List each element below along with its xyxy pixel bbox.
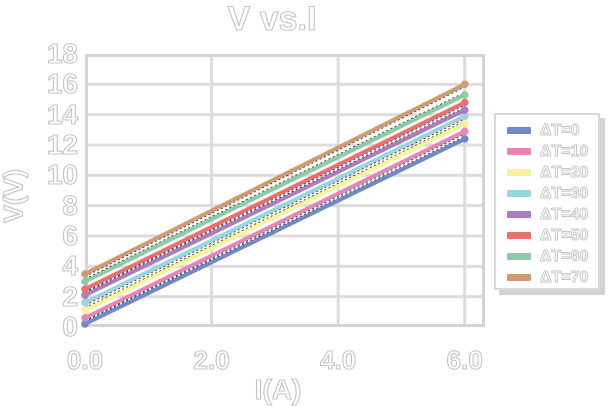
legend-label: ΔT=0: [540, 121, 580, 139]
series-marker: [460, 127, 469, 136]
legend-item: ΔT=50: [507, 225, 598, 246]
series-marker: [81, 270, 89, 278]
legend-label: ΔT=30: [540, 184, 589, 202]
series-line: [83, 136, 467, 326]
legend-color-swatch: [507, 253, 531, 260]
y-axis-label: V(V): [0, 168, 29, 223]
data-dotted-line: [84, 107, 466, 294]
data-dotted-line: [84, 86, 466, 277]
legend-item: ΔT=10: [507, 141, 598, 162]
data-dotted-line: [84, 120, 466, 309]
series-line: [83, 82, 467, 276]
legend: ΔT=0 ΔT=10 ΔT=20 ΔT=30 ΔT=40 ΔT=50 ΔT=60 ΔT=70: [494, 113, 600, 290]
series-marker: [460, 119, 469, 128]
series-marker: [81, 314, 89, 322]
legend-label: ΔT=40: [540, 205, 589, 223]
series-line: [83, 108, 467, 298]
series-marker: [81, 298, 89, 307]
legend-item: ΔT=20: [507, 162, 598, 183]
legend-label: ΔT=50: [540, 226, 589, 244]
x-tick-label: 6.0: [446, 344, 483, 375]
series-marker: [81, 320, 89, 328]
y-tick-label: 0: [62, 310, 79, 342]
x-tick-label: 0.0: [66, 344, 104, 375]
data-dotted-line: [84, 91, 466, 280]
x-tick-label: 2.0: [193, 344, 230, 375]
y-tick-label: 4: [62, 250, 79, 282]
x-axis-label: I(A): [254, 373, 302, 405]
series-line: [83, 92, 467, 284]
legend-color-swatch: [507, 190, 531, 197]
series-marker: [460, 135, 469, 143]
legend-item: ΔT=0: [507, 120, 598, 141]
series-marker: [460, 106, 469, 114]
data-dotted-line: [84, 104, 466, 293]
legend-item: ΔT=30: [507, 183, 598, 204]
y-tick-label: 2: [62, 280, 79, 312]
legend-color-swatch: [507, 274, 531, 281]
data-dotted-line: [84, 117, 466, 306]
series-marker: [81, 306, 89, 315]
legend-color-swatch: [507, 127, 531, 134]
y-tick-label: 16: [46, 68, 78, 100]
x-tick-label: 4.0: [320, 344, 357, 375]
legend-color-swatch: [507, 169, 531, 176]
plot-frame: [85, 54, 485, 327]
y-tick-label: 10: [46, 159, 78, 191]
series-marker: [460, 98, 469, 107]
legend-color-swatch: [507, 211, 531, 218]
data-dotted-line: [84, 135, 466, 323]
y-tick-label: 6: [62, 219, 79, 251]
series-marker: [460, 91, 469, 99]
legend-label: ΔT=20: [540, 163, 589, 181]
legend-item: ΔT=40: [507, 204, 598, 225]
series-line: [83, 129, 467, 320]
y-tick-label: 18: [46, 37, 78, 69]
legend-color-swatch: [507, 148, 531, 155]
plot-canvas: [81, 54, 485, 328]
y-tick-label: 8: [62, 189, 79, 221]
y-tick-label: 14: [46, 98, 78, 130]
plot-area: [81, 54, 485, 328]
series-marker: [460, 112, 469, 120]
legend-label: ΔT=70: [540, 268, 589, 286]
chart-title: V vs.I: [227, 0, 317, 39]
legend-item: ΔT=70: [507, 267, 598, 288]
series-marker: [81, 291, 89, 299]
series-marker: [81, 277, 89, 286]
series-line: [83, 100, 467, 292]
legend-label: ΔT=10: [540, 142, 589, 160]
series-line: [83, 121, 467, 313]
y-tick-label: 12: [46, 128, 78, 160]
legend-item: ΔT=60: [507, 246, 598, 267]
series-marker: [460, 80, 469, 89]
legend-color-swatch: [507, 232, 531, 239]
data-dotted-line: [84, 133, 466, 321]
series-line: [83, 114, 467, 305]
series-marker: [81, 285, 89, 293]
legend-label: ΔT=60: [540, 247, 589, 265]
